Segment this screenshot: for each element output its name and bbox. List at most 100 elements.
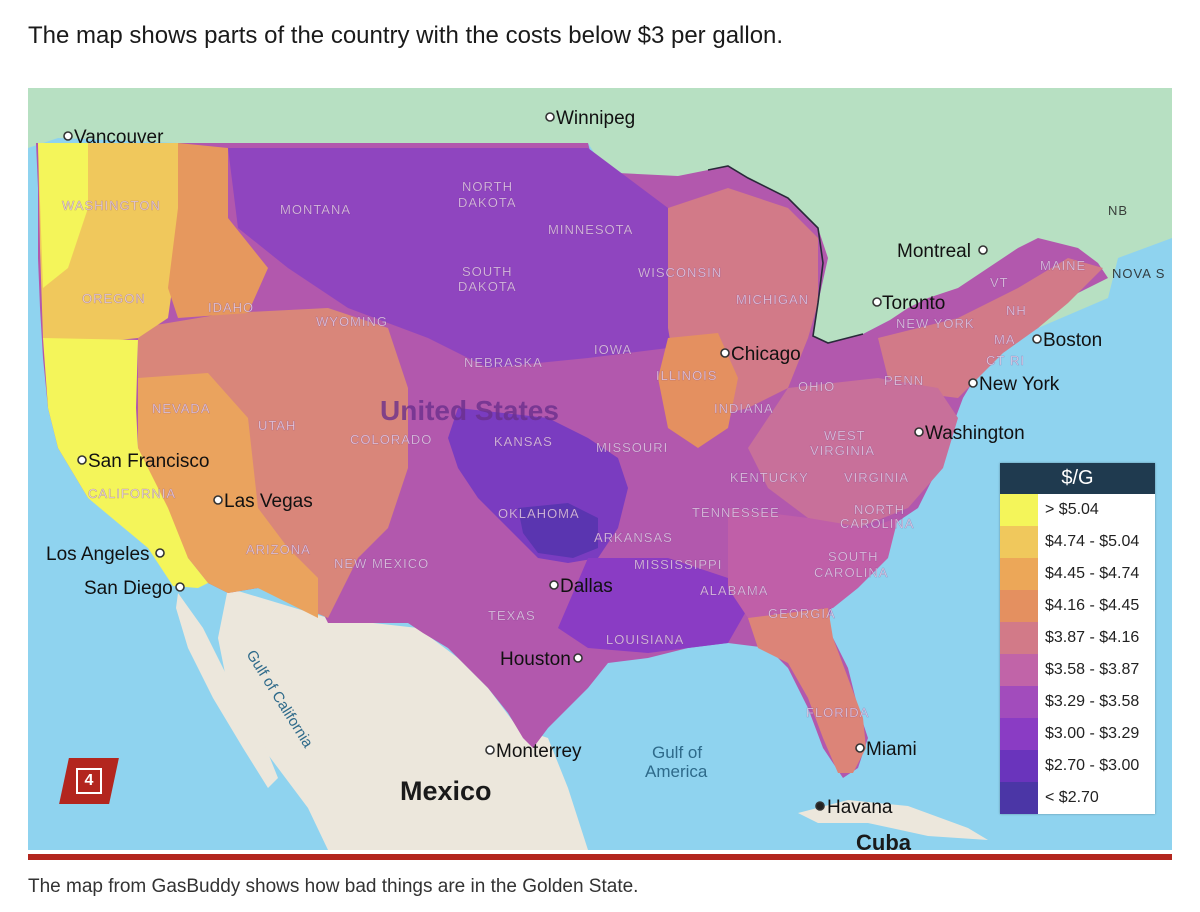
state-label-north-carolina-1: NORTH	[854, 502, 905, 517]
legend-item: $3.58 - $3.87	[1000, 654, 1155, 686]
legend-swatch	[1000, 718, 1038, 750]
city-label-vancouver: Vancouver	[74, 127, 164, 148]
legend-label: $4.16 - $4.45	[1045, 597, 1140, 614]
city-dot-washington	[914, 427, 924, 437]
state-label-wyoming: WYOMING	[316, 314, 388, 329]
state-label-west-virginia-2: VIRGINIA	[810, 443, 875, 458]
province-label-nova-scotia: NOVA S	[1112, 266, 1165, 281]
city-label-montreal: Montreal	[897, 241, 971, 262]
slide-number-badge: 4	[59, 758, 119, 804]
state-label-ct: CT	[986, 353, 1005, 368]
state-label-iowa: IOWA	[594, 342, 632, 357]
state-label-montana: MONTANA	[280, 202, 351, 217]
legend-swatch	[1000, 686, 1038, 718]
city-dot-miami	[855, 743, 865, 753]
legend-swatch	[1000, 750, 1038, 782]
state-label-florida: FLORIDA	[806, 705, 869, 720]
city-dot-monterrey	[485, 745, 495, 755]
city-label-boston: Boston	[1043, 330, 1102, 351]
state-label-north-dakota-2: DAKOTA	[458, 195, 517, 210]
city-label-las-vegas: Las Vegas	[224, 491, 313, 512]
legend-label: $3.29 - $3.58	[1045, 693, 1140, 710]
legend-label: $3.58 - $3.87	[1045, 661, 1140, 678]
city-dot-chicago	[720, 348, 730, 358]
state-label-new-mexico: NEW MEXICO	[334, 556, 429, 571]
southeast-region	[728, 508, 898, 618]
legend-item: < $2.70	[1000, 782, 1155, 814]
legend-item: $4.45 - $4.74	[1000, 558, 1155, 590]
state-label-west-virginia-1: WEST	[824, 428, 866, 443]
state-label-north-dakota-1: NORTH	[462, 179, 513, 194]
state-label-north-carolina-2: CAROLINA	[840, 516, 914, 531]
north-central-region	[228, 148, 688, 368]
state-label-utah: UTAH	[258, 418, 296, 433]
city-label-washington: Washington	[925, 423, 1025, 444]
idaho-region	[168, 143, 268, 318]
state-label-arizona: ARIZONA	[246, 542, 311, 557]
city-label-san-diego: San Diego	[84, 578, 173, 599]
city-label-houston: Houston	[500, 649, 571, 670]
nevada-arizona-region	[138, 373, 318, 618]
washington-west-region	[38, 143, 88, 288]
canada-land	[28, 88, 1172, 360]
legend-item: $4.16 - $4.45	[1000, 590, 1155, 622]
legend-swatch	[1000, 622, 1038, 654]
state-label-minnesota: MINNESOTA	[548, 222, 633, 237]
city-dot-dallas	[549, 580, 559, 590]
state-label-new-york: NEW YORK	[896, 316, 975, 331]
state-label-nevada: NEVADA	[152, 401, 211, 416]
city-dot-las-vegas	[213, 495, 223, 505]
state-label-idaho: IDAHO	[208, 300, 254, 315]
legend-label: $3.00 - $3.29	[1045, 725, 1140, 742]
legend-label: < $2.70	[1045, 789, 1099, 806]
legend-label: $3.87 - $4.16	[1045, 629, 1140, 646]
caption-divider	[28, 854, 1172, 860]
legend-item: $2.70 - $3.00	[1000, 750, 1155, 782]
state-label-south-dakota-1: SOUTH	[462, 264, 513, 279]
legend-swatch	[1000, 494, 1038, 526]
city-dot-boston	[1032, 334, 1042, 344]
country-label-mexico: Mexico	[400, 776, 492, 806]
city-label-havana: Havana	[827, 797, 893, 818]
city-dot-montreal	[978, 245, 988, 255]
state-label-virginia: VIRGINIA	[844, 470, 909, 485]
legend-swatch	[1000, 782, 1038, 814]
cheapest-region	[518, 503, 598, 558]
cuba-land	[798, 800, 988, 840]
city-dot-los-angeles	[155, 548, 165, 558]
legend-label: $2.70 - $3.00	[1045, 757, 1140, 774]
state-label-ri: RI	[1010, 353, 1025, 368]
state-label-arkansas: ARKANSAS	[594, 530, 673, 545]
image-caption: The map from GasBuddy shows how bad thin…	[28, 876, 639, 897]
city-label-san-francisco: San Francisco	[88, 451, 209, 472]
state-label-mississippi: MISSISSIPPI	[634, 557, 722, 572]
city-markers: Vancouver Winnipeg Montreal Toronto Bost…	[46, 108, 1102, 818]
state-labels: WASHINGTON OREGON CALIFORNIA NEVADA IDAH…	[62, 179, 1165, 721]
gas-price-map[interactable]: WASHINGTON OREGON CALIFORNIA NEVADA IDAH…	[28, 88, 1172, 850]
state-label-nh: NH	[1006, 303, 1027, 318]
state-label-oregon: OREGON	[82, 291, 146, 306]
state-label-alabama: ALABAMA	[700, 583, 768, 598]
country-label-us: United States	[380, 395, 559, 426]
city-dot-toronto	[872, 297, 882, 307]
state-label-texas: TEXAS	[488, 608, 536, 623]
state-label-kentucky: KENTUCKY	[730, 470, 809, 485]
state-label-south-carolina-1: SOUTH	[828, 549, 879, 564]
legend-item: $3.00 - $3.29	[1000, 718, 1155, 750]
legend-item: $3.87 - $4.16	[1000, 622, 1155, 654]
state-label-tennessee: TENNESSEE	[692, 505, 780, 520]
legend-label: $4.74 - $5.04	[1045, 533, 1140, 550]
city-dot-havana	[815, 801, 825, 811]
legend-swatch	[1000, 558, 1038, 590]
illinois-region	[658, 333, 738, 448]
border-line	[707, 165, 864, 344]
state-label-california: CALIFORNIA	[88, 486, 176, 501]
city-dot-san-diego	[175, 582, 185, 592]
slide-number: 4	[76, 768, 102, 794]
city-label-new-york: New York	[979, 374, 1060, 395]
northeast-region	[878, 258, 1103, 398]
legend-swatch	[1000, 526, 1038, 558]
state-label-kansas: KANSAS	[494, 434, 553, 449]
florida-region	[748, 608, 866, 773]
map-canvas: WASHINGTON OREGON CALIFORNIA NEVADA IDAH…	[28, 88, 1172, 850]
